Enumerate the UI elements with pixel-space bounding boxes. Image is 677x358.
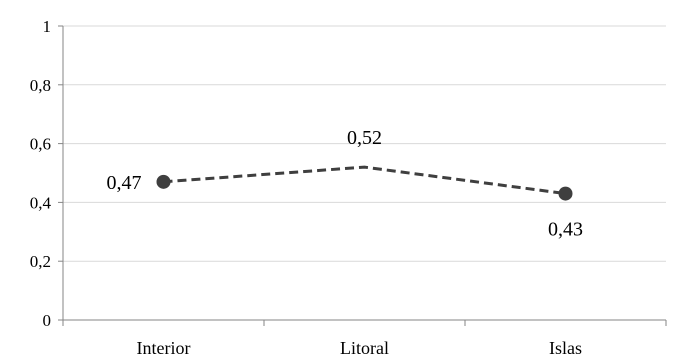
data-label: 0,43 xyxy=(548,219,583,241)
y-tick-label: 1 xyxy=(43,17,52,36)
x-category-label: Interior xyxy=(137,338,191,358)
x-category-label: Litoral xyxy=(340,338,389,358)
data-label: 0,47 xyxy=(107,172,142,194)
y-tick-label: 0,4 xyxy=(30,193,52,212)
data-label: 0,52 xyxy=(347,127,382,149)
data-labels: 0,47 0,52 0,43 xyxy=(107,127,584,240)
y-tick-labels: 0 0,2 0,4 0,6 0,8 1 xyxy=(30,17,52,330)
x-category-labels: Interior Litoral Islas xyxy=(137,338,582,358)
y-tick-label: 0,6 xyxy=(30,135,51,154)
y-tick-label: 0 xyxy=(43,311,52,330)
data-point-marker xyxy=(558,186,573,201)
series-line xyxy=(163,165,566,196)
x-category-label: Islas xyxy=(549,338,582,358)
gridlines xyxy=(63,25,666,262)
axes xyxy=(58,25,667,326)
data-point-marker xyxy=(156,174,171,189)
series xyxy=(156,165,573,201)
y-tick-label: 0,2 xyxy=(30,252,51,271)
y-tick-label: 0,8 xyxy=(30,76,51,95)
